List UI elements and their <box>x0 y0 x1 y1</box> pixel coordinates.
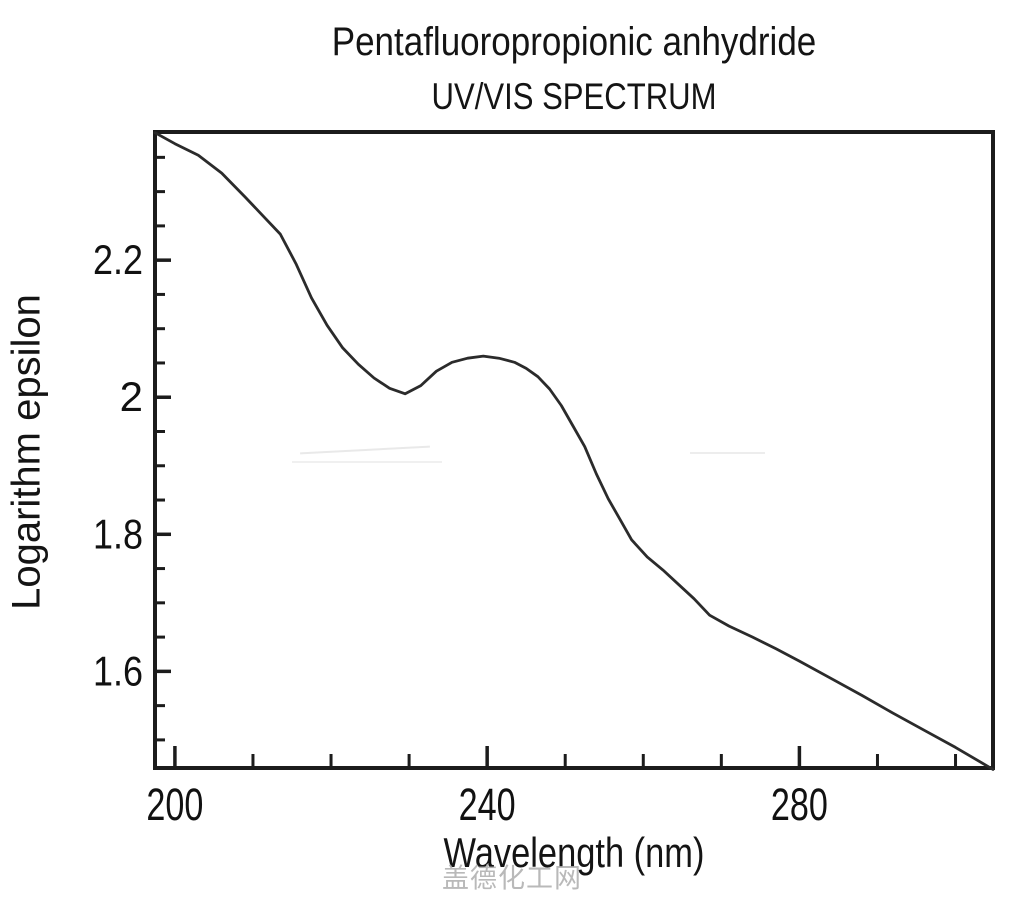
spectrum-curve <box>153 131 995 771</box>
x-tick-label: 240 <box>459 779 516 830</box>
x-tick-label: 200 <box>146 779 203 830</box>
y-tick-label: 1.8 <box>93 510 143 557</box>
watermark-text: 盖德化工网 <box>442 863 582 894</box>
compound-title: Pentafluoropropionic anhydride <box>331 20 817 64</box>
watermark-remnant <box>292 461 442 463</box>
x-axis-label: Wavelength (nm) <box>443 829 705 876</box>
axis-box <box>153 130 995 770</box>
watermark-remnant <box>690 452 765 454</box>
y-tick-label: 1.6 <box>93 647 143 694</box>
y-tick-label: 2.2 <box>93 236 143 283</box>
y-axis-label: Logarithm epsilon <box>4 294 49 610</box>
spectrum-subtitle: UV/VIS SPECTRUM <box>431 76 717 117</box>
y-tick-label: 2 <box>120 373 143 420</box>
x-tick-label: 280 <box>771 779 828 830</box>
